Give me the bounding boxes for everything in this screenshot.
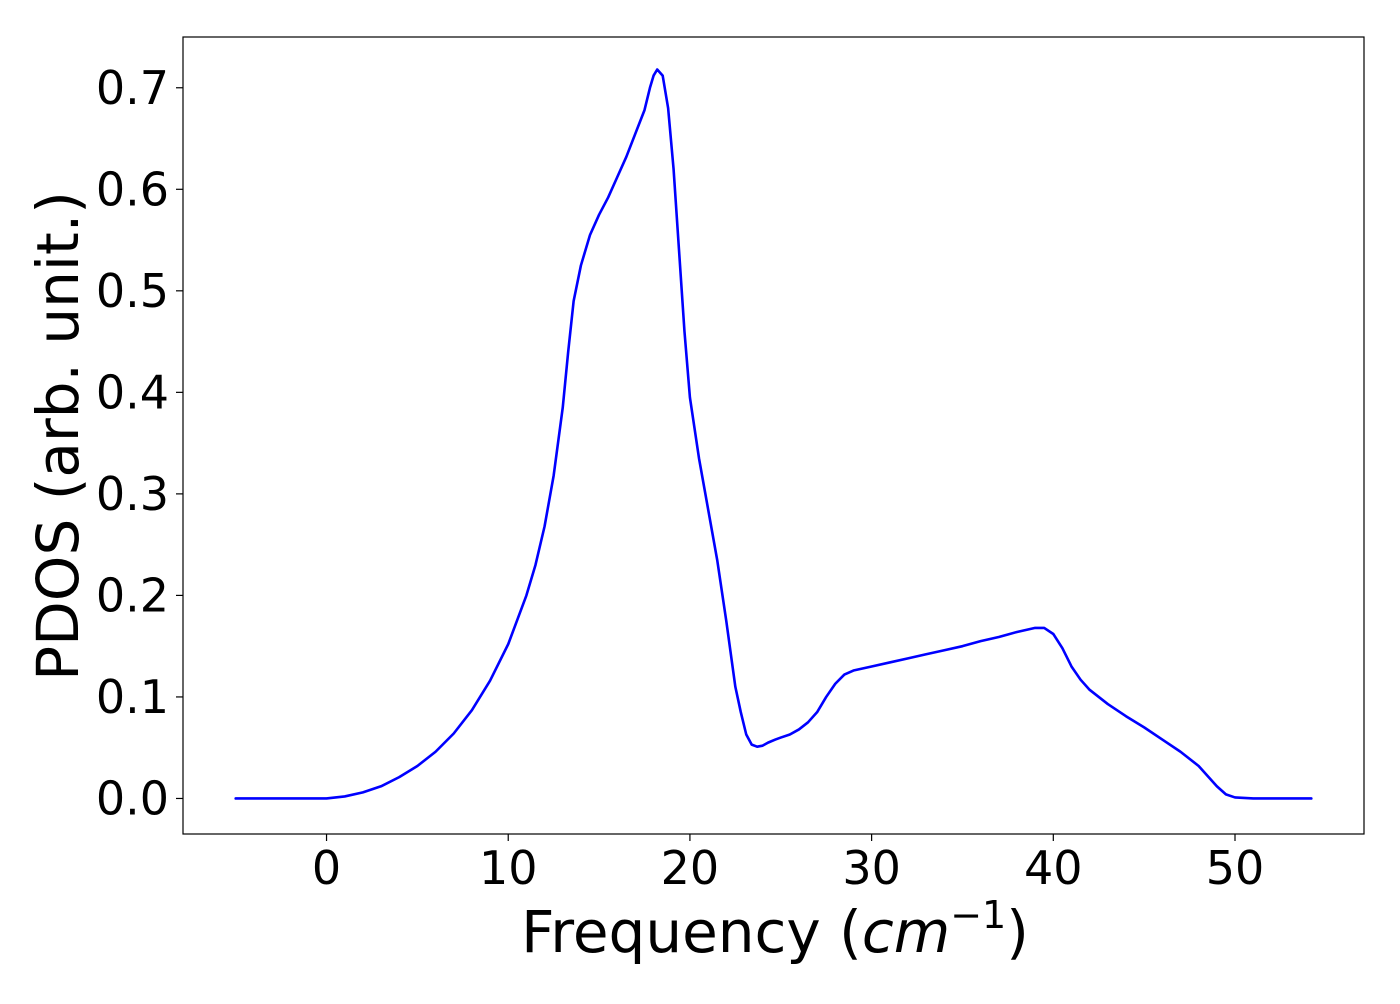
y-tick-label: 0.4 <box>96 365 169 419</box>
y-tick-label: 0.1 <box>96 670 169 724</box>
x-axis-label-close: ) <box>1006 898 1029 966</box>
x-axis-label-text: Frequency ( <box>521 898 862 966</box>
x-tick-label: 20 <box>661 841 720 895</box>
y-tick-label: 0.0 <box>96 771 169 825</box>
plot-frame <box>182 36 1365 835</box>
y-tick-label: 0.2 <box>96 568 169 622</box>
y-tick-label: 0.6 <box>96 162 169 216</box>
x-axis-label-unit: cm <box>862 898 950 966</box>
x-tick-label: 50 <box>1206 841 1265 895</box>
x-tick-label: 40 <box>1024 841 1083 895</box>
x-tick-label: 10 <box>479 841 538 895</box>
plot-area <box>182 36 1365 835</box>
axis-ticks: 0 10 20 30 40 50 0.0 0.1 0.2 0.3 0.4 0.5 0.6 0.7 <box>96 61 1264 895</box>
x-tick-label: 0 <box>312 841 341 895</box>
y-tick-label: 0.3 <box>96 467 169 521</box>
x-tick-label: 30 <box>842 841 901 895</box>
x-axis-label-exponent: −1 <box>950 893 1006 937</box>
y-tick-label: 0.7 <box>96 61 169 115</box>
series-line-0 <box>234 68 1313 800</box>
y-tick-label: 0.5 <box>96 264 169 318</box>
x-axis-label: Frequency (cm−1) <box>521 893 1029 966</box>
y-axis-label: PDOS (arb. unit.) <box>24 191 92 681</box>
